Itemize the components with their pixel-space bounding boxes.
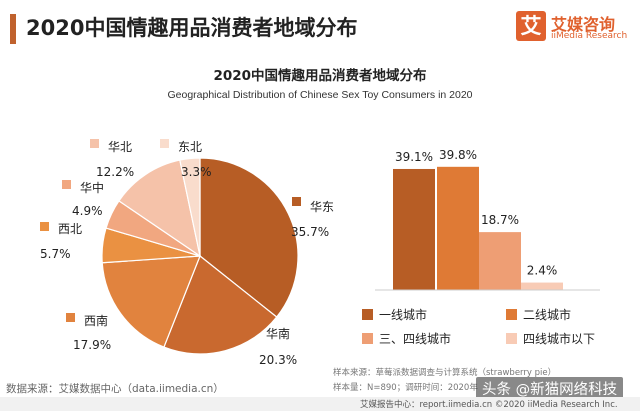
bar-legend-label: 三、四线城市 — [379, 331, 451, 346]
bar — [479, 232, 521, 290]
pie-legend-swatch — [292, 197, 301, 206]
chart-subtitle: Geographical Distribution of Chinese Sex… — [167, 89, 473, 101]
pie-value-label: 35.7% — [291, 225, 329, 239]
bar — [393, 168, 435, 290]
pie-slice — [118, 159, 201, 258]
sample-size-note: 样本量：N=890；调研时间：2020年 — [333, 383, 478, 393]
pie-value-label: 5.7% — [40, 247, 71, 261]
bar-value-label: 2.4% — [527, 264, 558, 278]
pie-category-label: 西北 — [58, 222, 82, 236]
bar-value-label: 18.7% — [481, 213, 519, 227]
page-title: 2020中国情趣用品消费者地域分布 — [26, 16, 358, 40]
pie-legend-swatch — [62, 180, 71, 189]
watermark: 头条 @新猫网络科技 — [476, 377, 624, 400]
title-accent-bar — [10, 14, 16, 44]
pie-value-label: 12.2% — [96, 165, 134, 179]
bar-legend-swatch — [506, 333, 517, 344]
pie-legend-swatch — [40, 222, 49, 231]
pie-slice — [199, 157, 299, 318]
bar-legend-label: 一线城市 — [379, 307, 427, 322]
report-center-text: 艾媒报告中心：report.iimedia.cn ©2020 iiMedia R… — [360, 400, 618, 410]
footer-band: 艾媒报告中心：report.iimedia.cn ©2020 iiMedia R… — [0, 397, 640, 411]
pie-slice — [101, 255, 201, 348]
bar-legend-swatch — [362, 309, 373, 320]
bar-value-label: 39.8% — [439, 148, 477, 162]
pie-category-label: 华南 — [266, 326, 290, 341]
bar — [521, 282, 563, 290]
bar-legend-swatch — [506, 309, 517, 320]
pie-value-label: 4.9% — [72, 204, 103, 218]
bar-legend-label: 四线城市以下 — [523, 331, 595, 346]
logo-mark: 艾 — [516, 11, 546, 41]
chart-title: 2020中国情趣用品消费者地域分布 — [213, 68, 427, 84]
bar-legend-label: 二线城市 — [523, 307, 571, 322]
logo-name-cn: 艾媒咨询 — [551, 15, 616, 34]
data-source: 数据来源：艾媒数据中心（data.iimedia.cn） — [6, 383, 224, 395]
pie-legend-swatch — [66, 313, 75, 322]
bar — [437, 166, 479, 290]
pie-category-label: 东北 — [178, 140, 202, 154]
logo-name-en: iiMedia Research — [551, 31, 628, 41]
pie-slice — [179, 157, 201, 257]
pie-value-label: 3.3% — [181, 165, 212, 179]
pie-category-label: 西南 — [84, 313, 108, 328]
iimedia-logo: 艾 艾媒咨询 iiMedia Research — [516, 10, 634, 46]
pie-legend-swatch — [246, 326, 255, 335]
bar-legend-swatch — [362, 333, 373, 344]
pie-category-label: 华北 — [108, 140, 132, 154]
pie-value-label: 20.3% — [259, 353, 297, 367]
pie-legend-swatch — [90, 139, 99, 148]
pie-category-label: 华中 — [80, 180, 104, 195]
bar-value-label: 39.1% — [395, 150, 433, 164]
pie-category-label: 华东 — [310, 200, 334, 214]
pie-value-label: 17.9% — [73, 338, 111, 352]
pie-legend-swatch — [160, 139, 169, 148]
sample-source-note: 样本来源：草莓派数据调查与计算系统（strawberry pie） — [333, 368, 557, 378]
